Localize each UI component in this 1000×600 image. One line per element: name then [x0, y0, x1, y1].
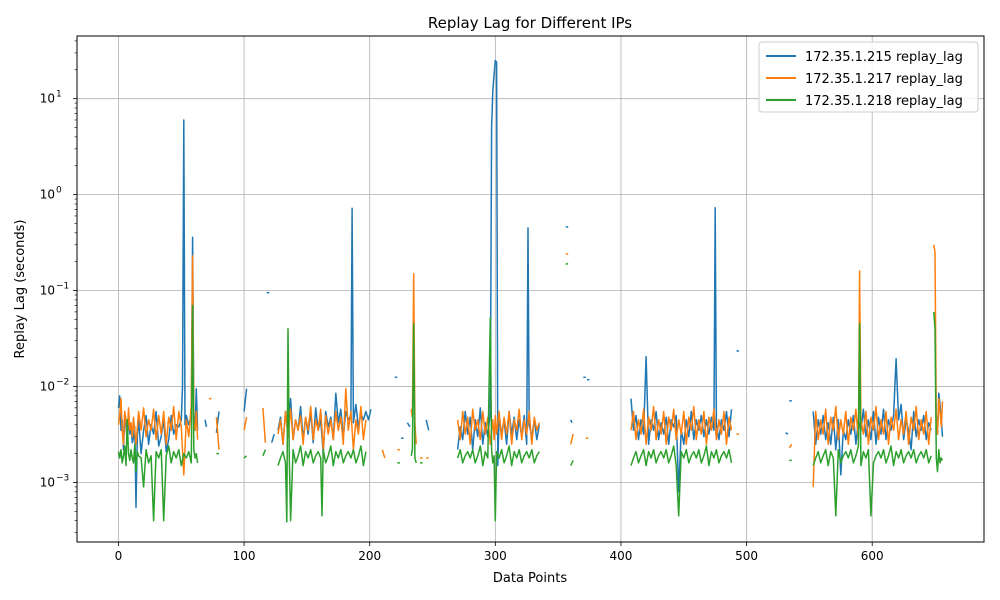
y-tick-label: 10	[40, 476, 55, 490]
series-line-segment	[812, 270, 932, 487]
series-line-segment	[243, 417, 248, 431]
y-tick-exponent: −3	[56, 474, 69, 484]
series-line-segment	[569, 433, 574, 445]
series-3	[117, 263, 944, 523]
y-tick-exponent: 0	[56, 186, 62, 196]
x-tick-label: 300	[484, 549, 507, 563]
series-line-segment	[117, 304, 199, 522]
y-axis-label: Replay Lag (seconds)	[13, 220, 28, 359]
y-tick-label: 10	[40, 188, 55, 202]
series-line-segment	[630, 405, 733, 446]
chart-title: Replay Lag for Different IPs	[428, 14, 632, 32]
series-line-segment	[262, 449, 267, 457]
series-line-segment	[204, 419, 208, 428]
series-line-segment	[456, 408, 541, 446]
series-line-segment	[277, 328, 367, 523]
y-tick-exponent: −1	[56, 282, 69, 292]
legend: 172.35.1.215 replay_lag 172.35.1.217 repl…	[758, 41, 979, 113]
series-line-segment	[788, 443, 793, 449]
series-layer	[117, 59, 944, 523]
x-tick-label: 500	[735, 549, 758, 563]
series-line-segment	[812, 323, 932, 517]
series-line-segment	[270, 433, 275, 443]
plot-frame	[76, 35, 985, 543]
legend-entries: 172.35.1.215 replay_lag 172.35.1.217 repl…	[766, 50, 963, 109]
series-line-segment	[262, 407, 267, 443]
x-axis-label: Data Points	[493, 571, 567, 586]
x-tick-label: 200	[358, 549, 381, 563]
series-line-segment	[277, 387, 367, 451]
y-tick-exponent: −2	[56, 378, 69, 388]
series-line-segment	[406, 422, 411, 428]
y-tick-label: 10	[40, 284, 55, 298]
legend-box	[758, 41, 979, 113]
series-line-segment	[243, 455, 248, 459]
series-line-segment	[785, 432, 789, 435]
y-tick-exponent: 1	[56, 90, 62, 100]
y-tick-label: 10	[40, 92, 55, 106]
series-line-segment	[933, 244, 944, 435]
y-tick-label: 10	[40, 380, 55, 394]
legend-label: 172.35.1.218 replay_lag	[805, 94, 963, 109]
series-line-segment	[425, 419, 430, 431]
series-line-segment	[410, 323, 417, 464]
series-line-segment	[456, 59, 541, 467]
series-line-segment	[215, 417, 220, 450]
series-line-segment	[381, 449, 386, 459]
series-line-segment	[243, 388, 248, 412]
series-line-segment	[570, 460, 574, 466]
grid-lines	[77, 36, 984, 542]
x-tick-label: 600	[861, 549, 884, 563]
series-line-segment	[570, 419, 573, 424]
legend-label: 172.35.1.217 replay_lag	[805, 72, 963, 87]
legend-label: 172.35.1.215 replay_lag	[805, 50, 963, 65]
x-tick-label: 100	[233, 549, 256, 563]
x-tick-label: 400	[609, 549, 632, 563]
x-tick-label: 0	[115, 549, 123, 563]
plot-area	[76, 35, 985, 543]
series-line-segment	[933, 311, 944, 473]
series-line-segment	[456, 317, 540, 522]
series-line-segment	[630, 445, 733, 517]
x-axis-ticks: 0 100 200 300 400 500 600	[115, 542, 884, 563]
